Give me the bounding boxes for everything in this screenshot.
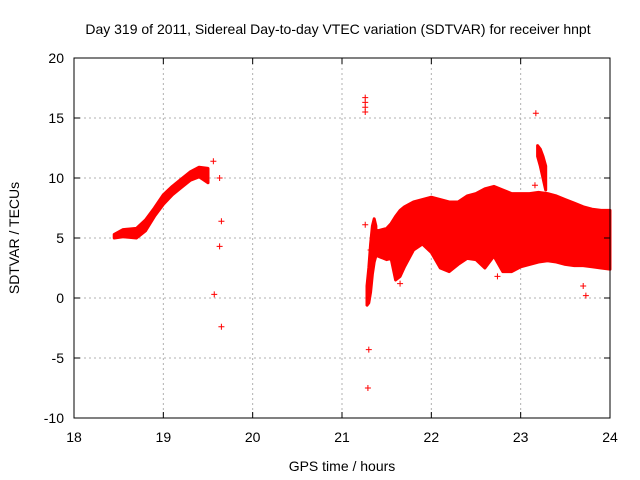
y-tick-label: 0 <box>56 290 64 306</box>
data-point <box>580 283 587 289</box>
data-series <box>112 94 612 391</box>
data-point <box>218 218 225 225</box>
y-tick-label: 5 <box>56 230 64 246</box>
x-tick-label: 19 <box>156 429 172 445</box>
data-point <box>365 346 372 353</box>
data-point <box>582 292 589 299</box>
data-point <box>531 182 538 189</box>
data-envelope <box>376 184 612 282</box>
series-group <box>536 144 548 192</box>
data-point <box>397 280 404 287</box>
data-envelope <box>365 217 378 307</box>
y-axis-label: SDTVAR / TECUs <box>6 182 22 294</box>
x-axis-label: GPS time / hours <box>289 458 396 474</box>
data-point <box>362 221 369 228</box>
data-point <box>216 243 223 250</box>
data-envelope <box>112 165 210 240</box>
data-envelope <box>536 144 548 192</box>
series-group <box>112 165 210 240</box>
y-tick-label: 10 <box>48 170 64 186</box>
data-point <box>210 158 217 165</box>
axis-ticks <box>73 57 611 419</box>
x-tick-label: 21 <box>334 429 350 445</box>
series-group <box>376 184 612 282</box>
x-tick-label: 24 <box>602 429 618 445</box>
axis-tick-labels: 18 19 20 21 22 23 24 -10 -5 0 5 10 15 20 <box>44 50 618 445</box>
y-tick-label: 20 <box>48 50 64 66</box>
x-tick-label: 23 <box>513 429 529 445</box>
y-tick-label: 15 <box>48 110 64 126</box>
y-tick-label: -5 <box>52 350 65 366</box>
y-tick-label: -10 <box>44 410 64 426</box>
data-point <box>494 273 501 280</box>
data-point <box>211 291 218 298</box>
x-tick-label: 22 <box>424 429 440 445</box>
chart-title: Day 319 of 2011, Sidereal Day-to-day VTE… <box>85 21 590 37</box>
data-point <box>362 109 369 115</box>
x-tick-label: 20 <box>245 429 261 445</box>
data-point <box>532 110 539 117</box>
series-group <box>210 94 589 391</box>
data-point <box>364 385 371 391</box>
data-point <box>216 175 223 181</box>
x-tick-label: 18 <box>66 429 82 445</box>
data-point <box>218 323 225 330</box>
series-group <box>365 217 378 307</box>
